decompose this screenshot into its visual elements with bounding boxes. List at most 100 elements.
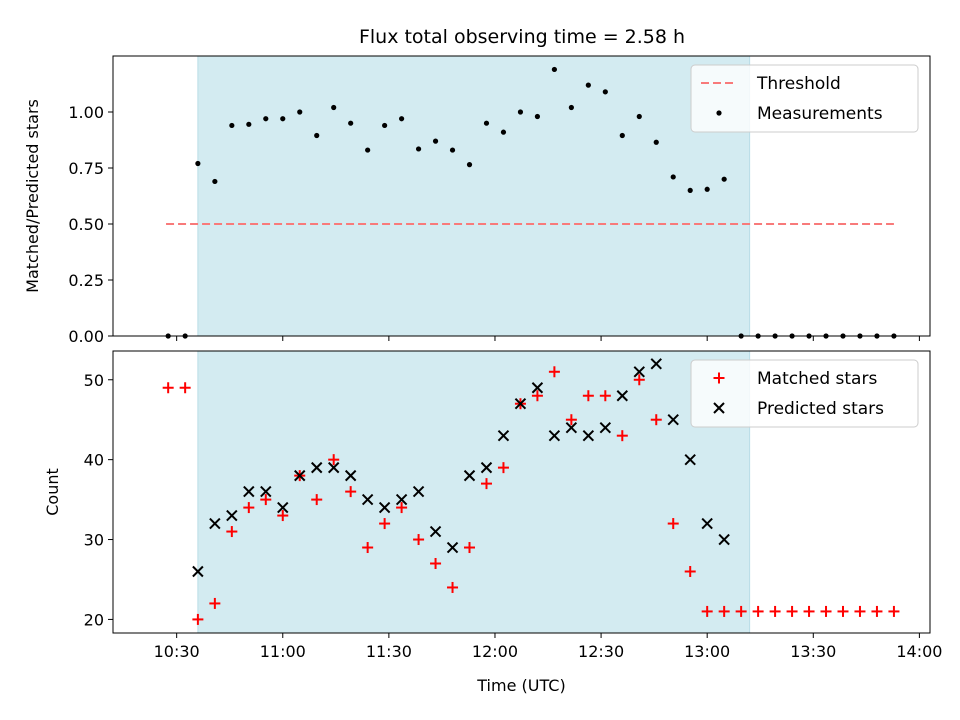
data-point	[345, 486, 357, 498]
data-point	[684, 453, 696, 466]
data-point	[548, 366, 560, 378]
data-point	[263, 116, 269, 122]
y-tick-label: 0.25	[68, 271, 104, 290]
data-point	[718, 533, 730, 546]
data-point	[565, 414, 577, 426]
top-x-ticks	[176, 336, 920, 341]
data-point	[769, 605, 781, 617]
data-point	[412, 485, 425, 498]
data-point	[701, 605, 713, 617]
data-point	[331, 104, 337, 111]
data-point	[650, 414, 662, 426]
y-tick-label: 0.00	[68, 327, 104, 346]
x-tick-label: 10:30	[154, 642, 200, 661]
data-point	[551, 66, 557, 73]
data-point	[229, 122, 235, 129]
x-tick-label: 11:30	[366, 642, 412, 661]
data-point	[226, 526, 238, 538]
data-point	[483, 120, 490, 126]
y-tick-label: 20	[84, 610, 104, 629]
data-point	[514, 398, 527, 410]
data-point	[192, 565, 204, 578]
data-point	[480, 478, 492, 490]
data-point	[636, 113, 642, 120]
y-tick-label: 0.50	[68, 215, 104, 234]
y-tick-label: 40	[84, 451, 104, 470]
y-tick-label: 1.00	[68, 103, 104, 122]
x-tick-label: 11:00	[260, 642, 306, 661]
x-axis-label: Time (UTC)	[476, 676, 565, 695]
data-point	[294, 469, 306, 482]
data-point	[314, 132, 320, 139]
bottom-panel: 20 30 40 50 10:30 11:00 11:30 12:00 12:30 13:00 1…	[43, 350, 942, 695]
data-point	[297, 109, 303, 115]
x-tick-label: 13:30	[790, 642, 836, 661]
bottom-legend: Matched stars Predicted stars	[690, 359, 919, 428]
top-plot-area	[165, 66, 897, 339]
data-point	[837, 605, 849, 617]
data-point	[195, 160, 201, 167]
x-tick-label: 12:30	[578, 642, 624, 661]
data-point	[449, 147, 456, 153]
x-tick-label: 12:00	[472, 642, 518, 661]
data-point	[786, 605, 798, 617]
top-panel: 0.00 0.25 0.50 0.75 1.00 Matched/Predicted s…	[23, 55, 931, 346]
data-point	[599, 421, 612, 434]
data-point	[447, 581, 459, 593]
data-point	[735, 605, 747, 617]
x-tick-label: 14:00	[896, 642, 942, 661]
chart-title: Flux total observing time = 2.58 h	[359, 26, 685, 48]
data-point	[568, 104, 574, 111]
data-point	[704, 186, 710, 192]
x-tick-label: 13:00	[684, 642, 730, 661]
data-point	[721, 176, 727, 182]
data-point	[684, 565, 696, 577]
data-point	[209, 517, 221, 530]
data-point	[365, 147, 371, 153]
top-y-axis-label: Matched/Predicted stars	[23, 99, 42, 293]
legend-box	[690, 359, 919, 428]
data-point	[192, 613, 204, 625]
data-point	[582, 390, 594, 402]
y-tick-label: 50	[84, 371, 104, 390]
data-point	[466, 162, 473, 168]
y-tick-label: 0.75	[68, 159, 104, 178]
data-point	[179, 382, 191, 394]
data-point	[497, 462, 509, 474]
data-point	[277, 501, 289, 514]
data-point	[752, 605, 764, 617]
legend-marker-swatch	[713, 402, 725, 414]
data-point	[803, 605, 815, 617]
data-point	[379, 518, 391, 530]
data-point	[888, 605, 900, 617]
legend-entry-label: Threshold	[756, 74, 841, 94]
data-point	[718, 605, 730, 617]
data-point	[446, 541, 459, 554]
data-point	[344, 469, 357, 482]
data-point	[432, 138, 439, 144]
data-point	[582, 429, 595, 442]
data-point	[616, 390, 629, 402]
data-point	[871, 605, 883, 617]
data-point	[616, 430, 628, 442]
top-axes-frame	[112, 55, 931, 337]
data-point	[311, 494, 323, 506]
legend-entry-label: Predicted stars	[757, 399, 884, 419]
data-point	[212, 178, 218, 185]
data-point	[820, 605, 832, 617]
y-tick-label: 30	[84, 531, 104, 550]
data-point	[500, 129, 507, 135]
data-point	[633, 374, 645, 386]
bottom-y-ticks: 20 30 40 50	[84, 371, 113, 629]
data-point	[670, 174, 676, 180]
data-point	[226, 509, 238, 522]
data-point	[327, 461, 340, 474]
data-point	[602, 89, 608, 95]
data-point	[413, 534, 425, 546]
legend-box	[690, 64, 919, 133]
data-point	[430, 557, 442, 569]
data-point	[701, 517, 713, 530]
data-point	[246, 121, 252, 127]
data-point	[854, 605, 866, 617]
data-point	[382, 122, 388, 129]
